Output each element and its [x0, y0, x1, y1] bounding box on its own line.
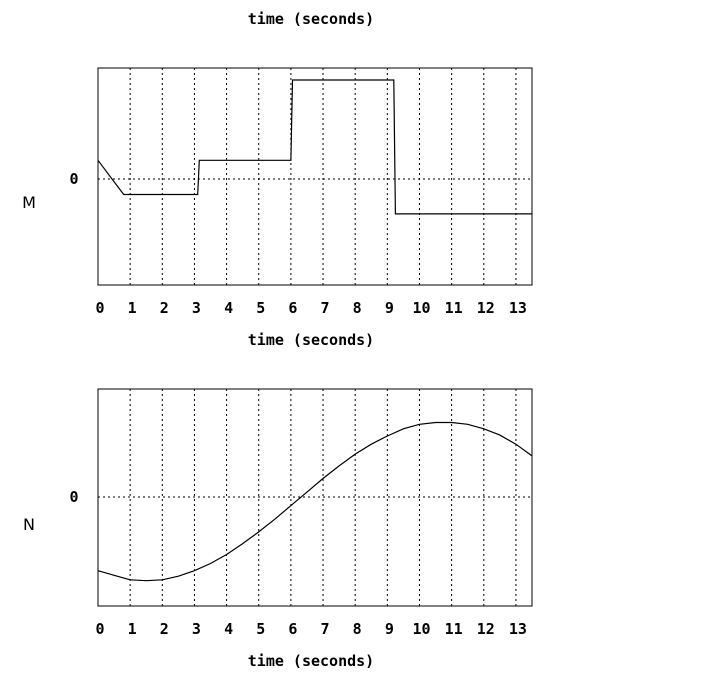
chart-m-xtick-label-11: 11: [445, 299, 463, 317]
chart-m-panel-label: M: [22, 193, 36, 212]
chart-panel-m: 0 M 0 1 2 3 4 5 6 7 8 9 10 11 12 13 time (seconds): [22, 67, 533, 349]
chart-m-xtick-label-3: 3: [192, 299, 201, 317]
chart-m-xtick-label-1: 1: [128, 299, 137, 317]
chart-n-zero-label: 0: [69, 488, 78, 506]
chart-n-xtick-label-5: 5: [256, 620, 265, 638]
chart-m-grid: [129, 68, 517, 285]
chart-n-xtick-label-1: 1: [128, 620, 137, 638]
chart-m-xtick-label-9: 9: [385, 299, 394, 317]
chart-n-xaxis-title: time (seconds): [248, 652, 374, 670]
chart-n-xtick-label-0: 0: [95, 620, 104, 638]
chart-m-series-line: [97, 79, 532, 215]
chart-n-xtick-label-6: 6: [288, 620, 297, 638]
chart-n-xtick-label-10: 10: [412, 620, 430, 638]
chart-n-grid: [129, 389, 517, 606]
chart-m-xtick-label-7: 7: [321, 299, 330, 317]
chart-n-panel-label: N: [23, 515, 35, 534]
chart-n-xtick-label-7: 7: [321, 620, 330, 638]
chart-m-xtick-label-2: 2: [160, 299, 169, 317]
top-xaxis-title: time (seconds): [248, 10, 374, 28]
chart-m-frame: [97, 67, 533, 286]
chart-n-xtick-label-11: 11: [445, 620, 463, 638]
chart-n-xtick-label-13: 13: [509, 620, 527, 638]
chart-panel-n: 0 N 0 1 2 3 4 5 6 7 8 9 10 11 12 13 time (seconds): [23, 388, 533, 670]
chart-n-xtick-label-2: 2: [160, 620, 169, 638]
chart-n-xtick-label-9: 9: [385, 620, 394, 638]
chart-n-xtick-label-8: 8: [353, 620, 362, 638]
chart-m-zero-label: 0: [69, 170, 78, 188]
chart-m-xtick-label-12: 12: [477, 299, 495, 317]
chart-n-frame: [97, 388, 533, 607]
chart-m-xtick-label-6: 6: [288, 299, 297, 317]
chart-n-xtick-labels: 0 1 2 3 4 5 6 7 8 9 10 11 12 13: [95, 620, 526, 638]
chart-n-xtick-label-4: 4: [224, 620, 233, 638]
chart-n-xtick-label-3: 3: [192, 620, 201, 638]
chart-m-xtick-label-13: 13: [509, 299, 527, 317]
chart-m-xaxis-title: time (seconds): [248, 331, 374, 349]
chart-m-xtick-label-0: 0: [95, 299, 104, 317]
chart-m-xtick-label-10: 10: [412, 299, 430, 317]
chart-m-xtick-label-4: 4: [224, 299, 233, 317]
chart-m-xtick-labels: 0 1 2 3 4 5 6 7 8 9 10 11 12 13: [95, 299, 526, 317]
chart-n-series-line: [97, 421, 533, 582]
chart-m-xtick-label-5: 5: [256, 299, 265, 317]
chart-n-xtick-label-12: 12: [477, 620, 495, 638]
chart-m-xtick-label-8: 8: [353, 299, 362, 317]
